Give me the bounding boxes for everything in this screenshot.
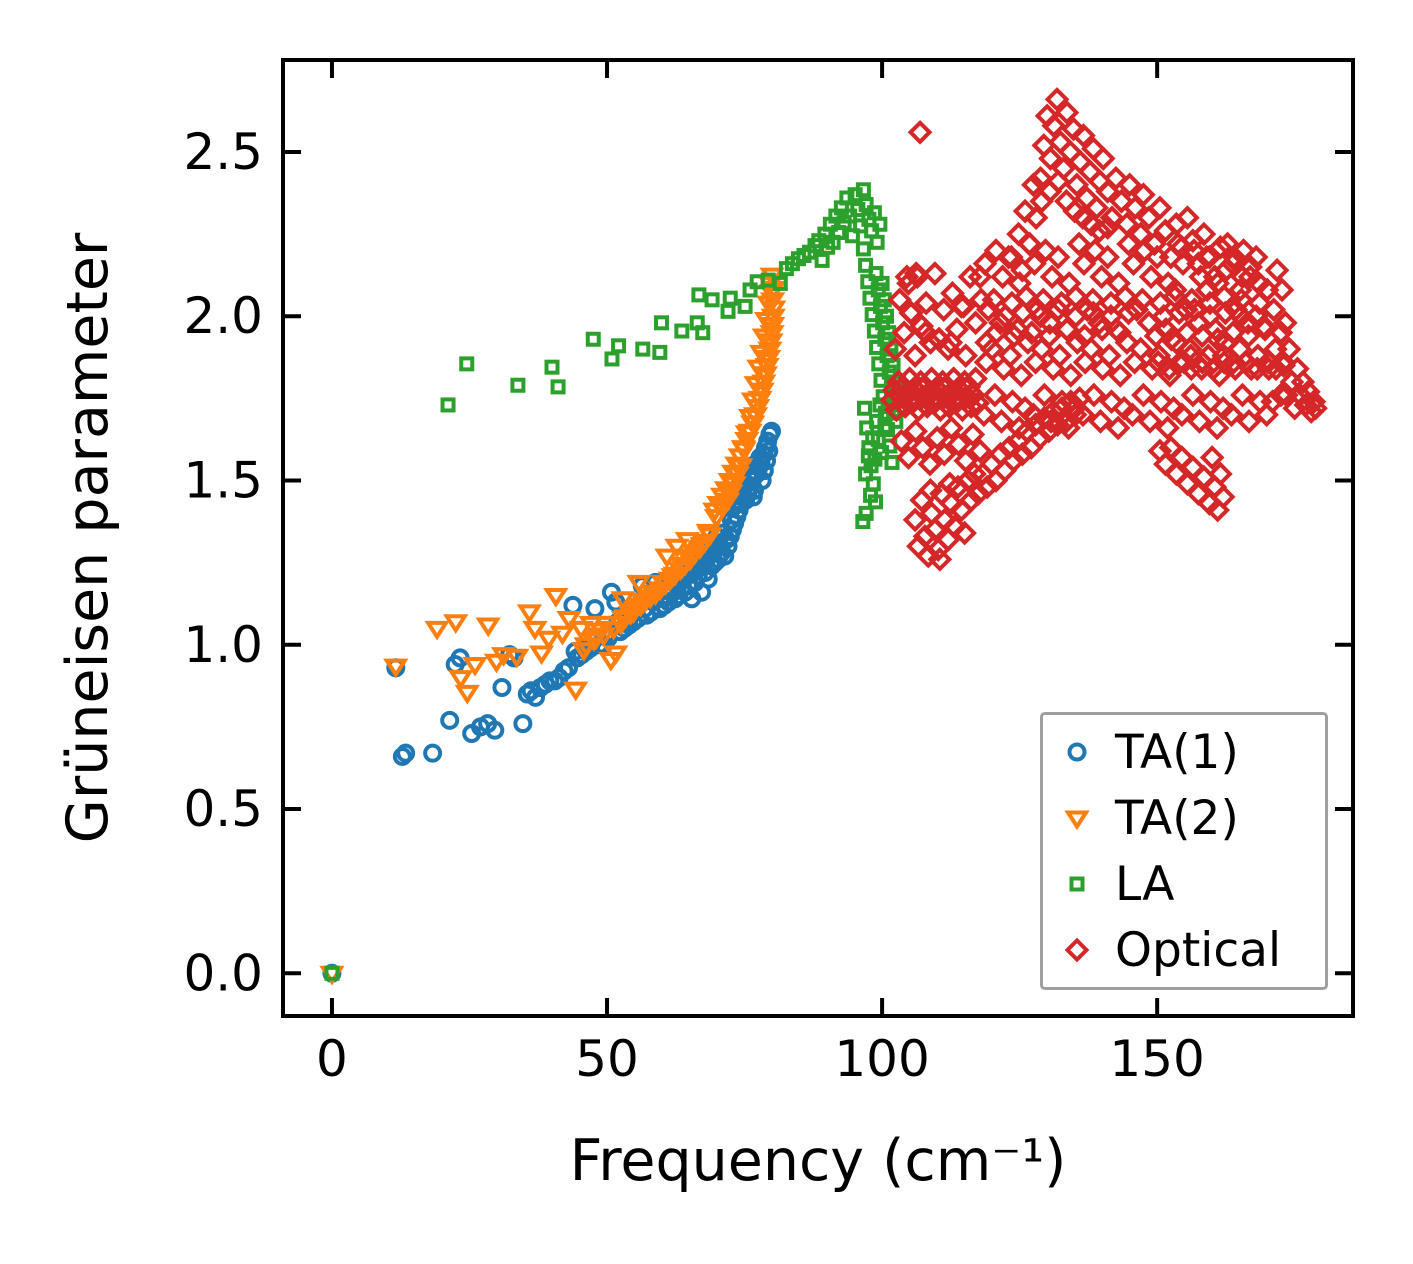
x-tick-label: 50 — [575, 1030, 639, 1088]
legend-entry-optical: Optical — [1055, 921, 1325, 979]
legend-marker-ta2 — [1064, 810, 1090, 831]
y-tick-label: 1.0 — [183, 616, 263, 674]
legend-label-ta2: TA(2) — [1115, 790, 1239, 846]
legend-entry-ta2: TA(2) — [1055, 789, 1325, 847]
series-la — [324, 182, 907, 981]
legend-marker-ta1 — [1067, 742, 1087, 762]
x-tick-label: 100 — [834, 1030, 929, 1088]
plot-frame — [281, 58, 1355, 1018]
legend-label-optical: Optical — [1115, 922, 1282, 978]
series-ta2 — [319, 267, 787, 986]
legend-marker-optical — [1064, 937, 1090, 963]
x-tick-label: 150 — [1109, 1030, 1204, 1088]
legend-label-ta1: TA(1) — [1115, 724, 1239, 780]
x-axis-label: Frequency (cm⁻¹) — [569, 1128, 1067, 1194]
series-optical — [879, 87, 1328, 572]
y-tick-label: 2.5 — [183, 123, 263, 181]
y-tick-label: 0.0 — [183, 944, 263, 1002]
legend-marker-la — [1069, 876, 1085, 892]
y-tick-label: 0.5 — [183, 780, 263, 838]
legend-entry-la: LA — [1055, 855, 1325, 913]
x-tick-label: 0 — [316, 1030, 348, 1088]
y-tick-label: 1.5 — [183, 452, 263, 510]
legend: TA(1) TA(2) LA Optical — [1040, 712, 1328, 990]
y-axis-label: Grüneisen parameter — [55, 232, 121, 844]
y-tick-label: 2.0 — [183, 287, 263, 345]
legend-label-la: LA — [1115, 856, 1175, 912]
legend-entry-ta1: TA(1) — [1055, 723, 1325, 781]
series-ta1 — [322, 421, 782, 983]
